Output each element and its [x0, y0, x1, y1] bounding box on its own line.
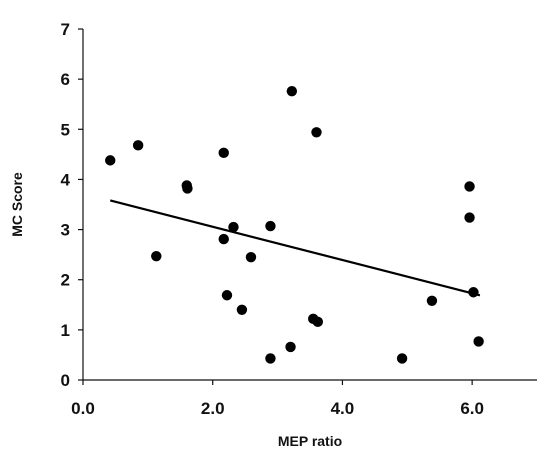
- y-tick-label: 1: [61, 321, 70, 340]
- data-point: [151, 250, 162, 262]
- x-tick-label: 4.0: [331, 399, 355, 418]
- data-point: [464, 212, 475, 223]
- data-point: [218, 233, 229, 245]
- axes: [82, 29, 537, 381]
- x-tick-label: 2.0: [201, 399, 225, 418]
- x-axis-ticks: 0.0 2.0 4.0 6.0: [71, 380, 484, 418]
- x-axis-title: MEP ratio: [278, 433, 342, 449]
- data-point: [285, 341, 296, 353]
- data-point: [265, 220, 276, 232]
- data-point: [311, 127, 322, 138]
- data-points: [105, 85, 484, 364]
- y-tick-label: 6: [61, 70, 70, 89]
- data-point: [132, 140, 144, 151]
- y-tick-label: 0: [61, 371, 70, 390]
- x-tick-label: 0.0: [71, 399, 95, 418]
- y-tick-label: 2: [61, 271, 70, 290]
- data-point: [221, 290, 233, 301]
- y-axis-ticks: 0 1 2 3 4 5 6 7: [61, 20, 83, 390]
- trendline: [109, 199, 481, 297]
- data-point: [228, 221, 239, 233]
- trendline-layer: [109, 199, 481, 297]
- data-point: [105, 155, 116, 166]
- data-point: [182, 183, 193, 194]
- data-point: [473, 336, 484, 347]
- data-point: [464, 181, 475, 192]
- data-point: [286, 85, 298, 97]
- data-point: [426, 295, 438, 306]
- data-point: [218, 147, 229, 159]
- data-point: [312, 316, 323, 328]
- data-point: [245, 251, 257, 263]
- data-point: [468, 287, 479, 298]
- y-tick-label: 7: [61, 20, 70, 39]
- x-tick-label: 6.0: [460, 399, 484, 418]
- data-point: [396, 353, 408, 364]
- y-tick-label: 3: [61, 221, 70, 240]
- data-point: [265, 353, 276, 364]
- data-point: [236, 304, 248, 315]
- y-tick-label: 4: [61, 170, 71, 189]
- y-axis-title: MC Score: [9, 172, 25, 237]
- y-tick-label: 5: [61, 120, 70, 139]
